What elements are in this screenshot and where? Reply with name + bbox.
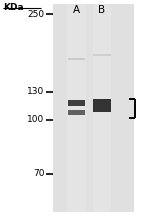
- Text: 70: 70: [33, 169, 44, 178]
- Text: 100: 100: [27, 115, 44, 124]
- Bar: [53, 4, 134, 212]
- Bar: [93, 54, 111, 56]
- Bar: [67, 4, 86, 212]
- Text: B: B: [98, 5, 106, 15]
- Bar: [68, 58, 85, 60]
- Bar: [93, 4, 111, 212]
- Text: 130: 130: [27, 87, 44, 96]
- Bar: [68, 100, 85, 106]
- Text: A: A: [73, 5, 80, 15]
- Bar: [68, 110, 85, 115]
- Text: KDa: KDa: [3, 3, 24, 12]
- Bar: [93, 99, 111, 112]
- Text: 250: 250: [27, 10, 44, 19]
